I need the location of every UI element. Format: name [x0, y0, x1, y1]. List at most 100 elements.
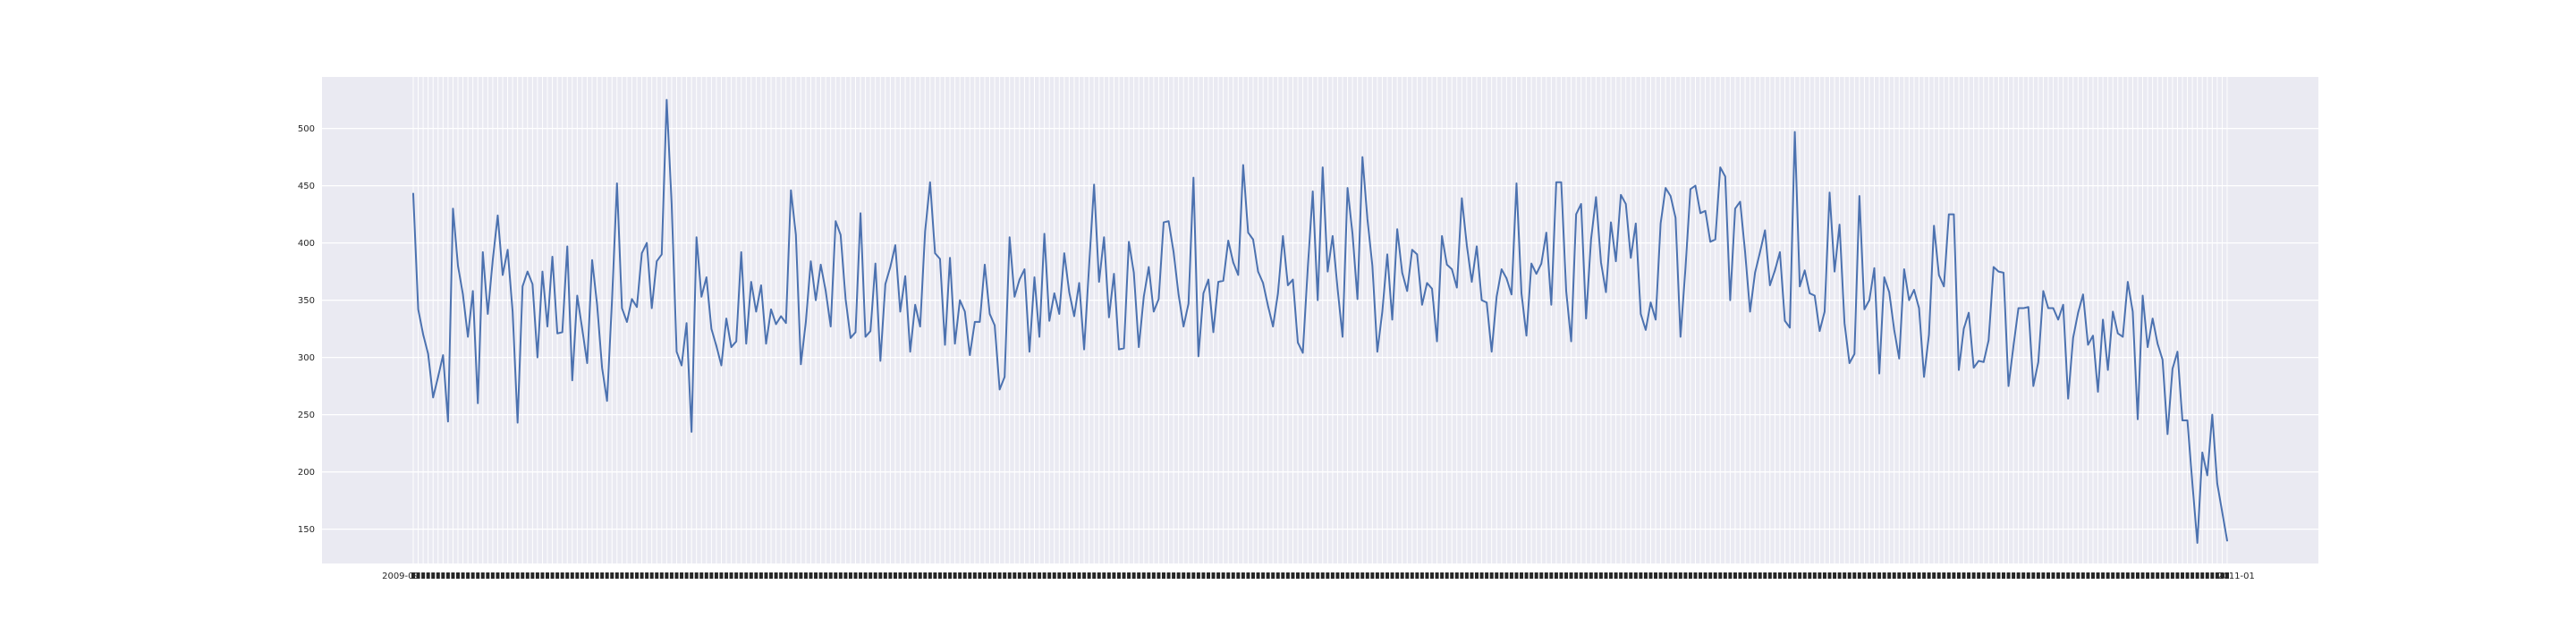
x-tick-label	[809, 572, 813, 579]
x-tick-label	[754, 572, 758, 579]
x-tick-label	[1549, 572, 1554, 579]
series-line	[412, 98, 2228, 544]
x-tick-label	[1758, 572, 1762, 579]
x-tick-label	[1281, 572, 1285, 579]
x-tick-label	[859, 572, 863, 579]
x-tick-label	[1489, 572, 1494, 579]
x-tick-label	[1335, 572, 1340, 579]
x-tick-label	[2076, 572, 2080, 579]
x-tick-label	[1654, 572, 1658, 579]
x-tick-label	[1415, 572, 1419, 579]
x-tick-label	[968, 572, 972, 579]
x-tick-label	[1619, 572, 1623, 579]
x-tick-label	[1569, 572, 1573, 579]
x-tick-label	[1639, 572, 1643, 579]
x-tick-label	[1062, 572, 1066, 579]
x-tick-label	[525, 572, 530, 579]
x-tick-label	[1151, 572, 1156, 579]
x-tick-label	[1330, 572, 1335, 579]
x-tick-label	[1400, 572, 1404, 579]
x-tick-label	[486, 572, 490, 579]
x-tick-label	[1598, 572, 1603, 579]
x-tick-label	[1802, 572, 1807, 579]
x-tick-label	[1956, 572, 1961, 579]
x-tick-label	[1857, 572, 1861, 579]
x-tick-label	[1087, 572, 1091, 579]
x-tick-label	[1833, 572, 1837, 579]
x-tick-label	[2061, 572, 2065, 579]
x-tick-label	[1971, 572, 1976, 579]
x-tick-label	[744, 572, 749, 579]
x-tick-label	[1475, 572, 1479, 579]
x-tick-label	[411, 572, 415, 579]
x-tick-label	[2001, 572, 2005, 579]
x-tick-label	[978, 572, 982, 579]
x-tick-label	[1241, 572, 1245, 579]
x-tick-label	[1733, 572, 1737, 579]
x-tick-label	[1579, 572, 1583, 579]
x-tick-label	[1017, 572, 1021, 579]
x-tick-label	[758, 572, 763, 579]
x-tick-label	[2046, 572, 2050, 579]
x-tick-label-first: 2009-09	[382, 572, 419, 581]
x-tick-label	[1266, 572, 1270, 579]
x-tick-label	[1852, 572, 1857, 579]
plot-area	[322, 77, 2318, 564]
x-tick-label	[1897, 572, 1902, 579]
x-tick-label	[2170, 572, 2174, 579]
x-tick-label	[1514, 572, 1519, 579]
x-tick-label	[1038, 572, 1042, 579]
x-tick-label	[1808, 572, 1812, 579]
x-tick-label	[1917, 572, 1921, 579]
x-tick-label	[1872, 572, 1877, 579]
x-tick-label	[1509, 572, 1513, 579]
x-tick-label	[1470, 572, 1474, 579]
x-tick-label	[962, 572, 967, 579]
x-tick-label	[461, 572, 465, 579]
x-tick-label	[445, 572, 450, 579]
x-tick-label	[1082, 572, 1087, 579]
x-tick-label	[2006, 572, 2011, 579]
x-tick-label	[1962, 572, 1966, 579]
x-tick-label	[834, 572, 838, 579]
x-tick-label	[1161, 572, 1165, 579]
x-tick-label	[2210, 572, 2215, 579]
x-tick-label	[1246, 572, 1250, 579]
x-tick-label	[2146, 572, 2150, 579]
x-tick-label	[1067, 572, 1072, 579]
x-tick-label	[540, 572, 545, 579]
x-tick-label	[2135, 572, 2140, 579]
x-tick-label	[749, 572, 753, 579]
x-tick-label	[2106, 572, 2110, 579]
x-tick-label	[799, 572, 803, 579]
x-tick-label	[1609, 572, 1614, 579]
x-tick-label	[1345, 572, 1350, 579]
x-tick-label	[1380, 572, 1385, 579]
x-tick-label	[1072, 572, 1076, 579]
x-tick-label	[937, 572, 942, 579]
x-tick-label	[470, 572, 475, 579]
x-tick-label	[769, 572, 774, 579]
x-tick-label	[1633, 572, 1638, 579]
x-tick-label	[933, 572, 937, 579]
x-tick-label	[739, 572, 743, 579]
y-grid	[322, 128, 2318, 530]
x-tick-label	[565, 572, 570, 579]
x-tick-label	[699, 572, 704, 579]
x-tick-label	[958, 572, 962, 579]
x-tick-label	[1057, 572, 1062, 579]
x-tick-label	[476, 572, 480, 579]
x-tick-label	[814, 572, 818, 579]
x-tick-label	[1728, 572, 1733, 579]
x-tick-label	[655, 572, 659, 579]
x-tick-label	[2140, 572, 2145, 579]
x-tick-label	[1674, 572, 1678, 579]
x-tick-label	[1097, 572, 1101, 579]
x-tick-label	[1176, 572, 1181, 579]
x-tick-label	[1450, 572, 1454, 579]
x-tick-label	[600, 572, 605, 579]
x-tick-label	[635, 572, 640, 579]
x-tick-label	[580, 572, 584, 579]
x-tick-label	[1788, 572, 1792, 579]
